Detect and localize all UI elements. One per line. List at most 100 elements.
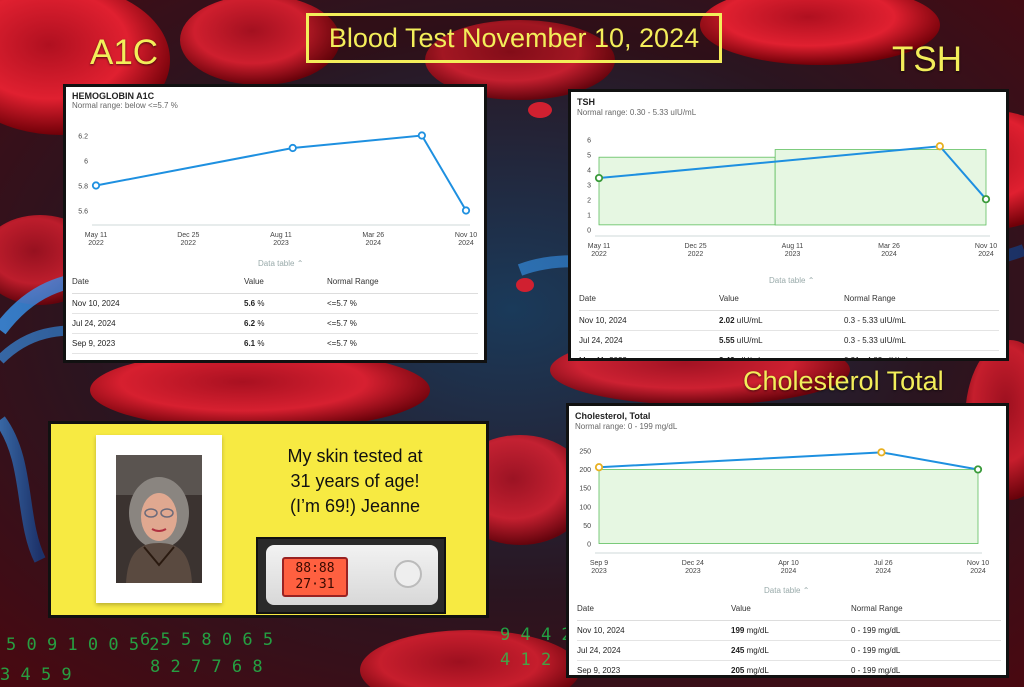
cholesterol-data-table-toggle[interactable]: Data table ⌃ — [764, 586, 809, 595]
cholesterol-data-table-label: Data table — [764, 586, 801, 595]
date-cell: Nov 10, 2024 — [579, 310, 719, 331]
a1c-chart-subtitle: Normal range: below <=5.7 % — [72, 101, 178, 110]
data-point — [91, 181, 101, 190]
value-cell: 199 mg/dL — [731, 620, 851, 641]
data-point — [594, 463, 604, 472]
table-header-cell: Normal Range — [327, 269, 478, 294]
x-tick-label: 2022 — [88, 240, 104, 247]
table-row: May 11, 20225.8 %<5.7 % — [72, 353, 478, 360]
date-cell: May 11, 2022 — [579, 350, 719, 358]
table-header-cell: Value — [731, 596, 851, 621]
x-tick-label: 2024 — [366, 240, 382, 247]
normal-range-cell: <=5.7 % — [327, 333, 478, 354]
x-tick-label: 2023 — [785, 251, 801, 258]
table-header-row: Date Value Normal Range — [579, 286, 999, 311]
x-tick-label: Dec 25 — [177, 232, 199, 239]
skin-age-card: My skin tested at 31 years of age! (I’m … — [48, 421, 489, 618]
meter-power-button-icon — [394, 560, 422, 588]
table-header-row: Date Value Normal Range — [577, 596, 1001, 621]
cholesterol-data-table: Date Value Normal Range Nov 10, 2024 199 mg/… — [577, 596, 1001, 675]
x-tick-label: 2022 — [181, 240, 197, 247]
series-line — [95, 134, 467, 212]
y-tick-label: 0 — [587, 228, 591, 235]
tsh-heading: TSH — [892, 40, 962, 79]
value-cell: 2.02 uIU/mL — [719, 310, 844, 331]
y-tick-label: 100 — [579, 504, 591, 511]
data-point — [877, 448, 886, 457]
x-tick-label: 2024 — [458, 240, 474, 247]
value-cell: 5.55 uIU/mL — [719, 330, 844, 351]
skin-message-line-2: 31 years of age! — [290, 471, 420, 491]
table-row: Nov 10, 2024 5.6 % <=5.7 % — [72, 293, 478, 314]
normal-range-cell: <=5.7 % — [327, 293, 478, 314]
cholesterol-heading: Cholesterol Total — [743, 366, 944, 396]
normal-range-band — [598, 156, 776, 226]
x-tick-label: 2022 — [688, 251, 704, 258]
tsh-data-table-toggle[interactable]: Data table ⌃ — [769, 276, 814, 285]
table-row: Sep 9, 2023 6.1 % <=5.7 % — [72, 333, 478, 354]
y-tick-label: 4 — [587, 168, 591, 175]
x-tick-label: Sep 9 — [590, 560, 608, 567]
date-cell: Sep 9, 2023 — [72, 333, 244, 354]
chevron-up-icon: ⌃ — [802, 586, 810, 595]
x-tick-label: 2024 — [875, 568, 891, 575]
data-point — [973, 465, 983, 474]
data-point — [288, 143, 297, 153]
svg-text:6 5 5 8 0 6 5: 6 5 5 8 0 6 5 — [140, 630, 273, 650]
a1c-data-table-label: Data table — [258, 259, 295, 268]
svg-text:3 4 5 9: 3 4 5 9 — [0, 665, 72, 685]
value-cell: 5.6 % — [244, 293, 327, 314]
date-cell: Jul 24, 2024 — [72, 313, 244, 334]
chevron-up-icon: ⌃ — [296, 259, 304, 268]
skin-meter-device: 88:88 27·31 — [266, 545, 438, 605]
x-tick-label: 2024 — [978, 251, 994, 258]
x-tick-label: Nov 10 — [967, 560, 989, 567]
cholesterol-panel: Cholesterol, Total Normal range: 0 - 199… — [566, 403, 1009, 678]
table-header-cell: Date — [72, 269, 244, 294]
date-cell: May 11, 2022 — [72, 353, 244, 360]
series-line — [598, 451, 979, 471]
a1c-data-table-toggle[interactable]: Data table ⌃ — [258, 259, 303, 268]
table-row: Sep 9, 2023 205 mg/dL 0 - 199 mg/dL — [577, 660, 1001, 675]
normal-range-cell: 0.3 - 5.33 uIU/mL — [844, 310, 999, 331]
meter-display-row-2: 27·31 — [295, 577, 335, 592]
tsh-panel: TSH Normal range: 0.30 - 5.33 uIU/mL 0 1 2… — [568, 89, 1009, 361]
date-cell: Nov 10, 2024 — [72, 293, 244, 314]
x-tick-label: 2023 — [591, 568, 607, 575]
value-cell: 6.2 % — [244, 313, 327, 334]
y-tick-label: 5.6 — [78, 209, 88, 216]
x-tick-label: Nov 10 — [975, 243, 997, 250]
skin-meter-display: 88:88 27·31 — [282, 557, 348, 597]
x-tick-label: Aug 11 — [782, 243, 804, 250]
y-tick-label: 6 — [587, 138, 591, 145]
x-tick-label: May 11 — [85, 232, 108, 239]
value-cell: 5.8 % — [244, 353, 327, 360]
date-cell: Jul 24, 2024 — [579, 330, 719, 351]
data-point — [461, 206, 471, 215]
table-header-row: Date Value Normal Range — [72, 269, 478, 294]
svg-text:8 2 7 7 6 8: 8 2 7 7 6 8 — [150, 657, 263, 677]
table-header-cell: Date — [579, 286, 719, 311]
value-cell: 3.43 uIU/mL — [719, 350, 844, 358]
x-tick-label: 2022 — [591, 251, 607, 258]
a1c-data-table: Date Value Normal Range Nov 10, 2024 5.6 % <=… — [72, 269, 478, 360]
value-cell: 245 mg/dL — [731, 640, 851, 661]
normal-range-cell: <=5.7 % — [327, 313, 478, 334]
tsh-data-table: Date Value Normal Range Nov 10, 2024 2.02 uI… — [579, 286, 999, 358]
y-tick-label: 5.8 — [78, 184, 88, 191]
x-tick-label: 2023 — [685, 568, 701, 575]
tsh-chart-title: TSH — [577, 97, 595, 107]
table-header-cell: Value — [244, 269, 327, 294]
x-tick-label: Nov 10 — [455, 232, 477, 239]
tsh-data-table-label: Data table — [769, 276, 806, 285]
a1c-heading: A1C — [90, 33, 159, 72]
portrait-frame — [96, 435, 222, 603]
table-row: Nov 10, 2024 199 mg/dL 0 - 199 mg/dL — [577, 620, 1001, 641]
skin-meter-photo: 88:88 27·31 — [256, 537, 446, 614]
data-point — [981, 195, 991, 204]
chevron-up-icon: ⌃ — [807, 276, 815, 285]
y-tick-label: 1 — [587, 213, 591, 220]
y-tick-label: 200 — [579, 467, 591, 474]
